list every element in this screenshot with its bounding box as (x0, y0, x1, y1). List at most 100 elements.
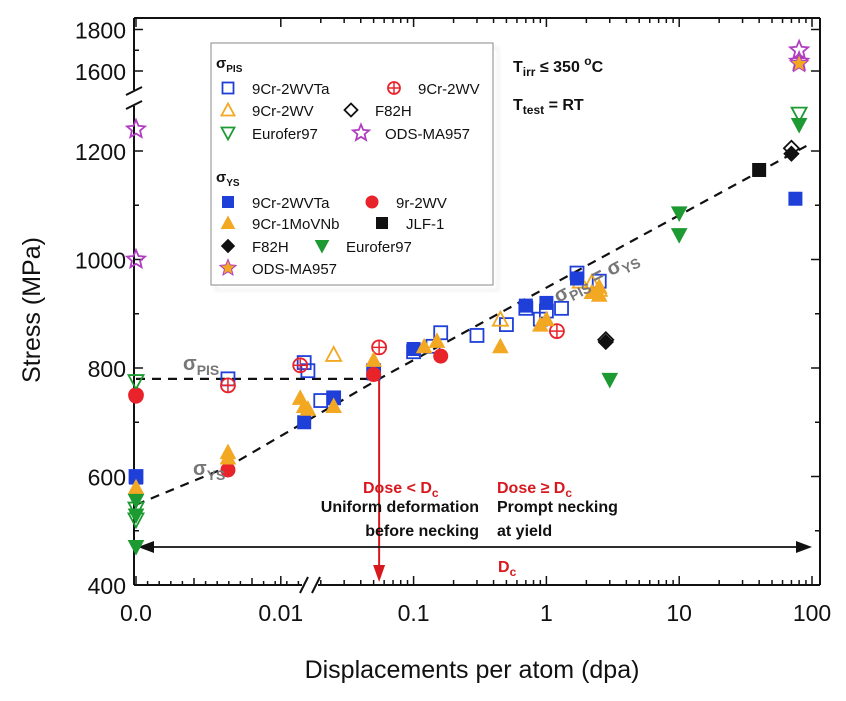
prompt-necking-line1: Prompt necking (497, 499, 618, 516)
data-point (491, 309, 510, 327)
data-point (790, 106, 809, 124)
legend-pis-header: σPIS (216, 55, 243, 75)
data-point (219, 448, 237, 465)
data-point (752, 162, 767, 177)
data-point-ring (549, 323, 565, 340)
x-break-mark (311, 576, 321, 594)
condition-irr: Tirr ≤ 350 oC (513, 54, 604, 79)
data-point (324, 345, 343, 362)
dose-below-label: Dose < Dc (363, 480, 439, 500)
legend-ys-marker-0 (222, 196, 234, 208)
data-point (538, 310, 555, 327)
data-point-ring (220, 377, 236, 394)
legend-pis-label-5: ODS-MA957 (385, 126, 470, 143)
x-tick-label: 0.01 (258, 600, 303, 626)
legend-pis-marker-1 (387, 81, 401, 95)
test-conditions: Tirr ≤ 350 oC Ttest = RT (513, 54, 604, 117)
legend-ys-marker-4 (220, 238, 236, 254)
data-point (415, 337, 433, 354)
y-tick-label: 1200 (75, 139, 126, 165)
legend-ys-label-5: Eurofer97 (346, 239, 412, 256)
legend-pis-marker-1-ring (387, 81, 401, 95)
y-tick-label: 600 (88, 465, 126, 491)
prompt-necking-line2: at yield (497, 523, 552, 540)
legend-ys-label-3: JLF-1 (406, 216, 444, 233)
data-point (433, 348, 449, 364)
data-point (549, 323, 565, 340)
x-break-mark (299, 576, 309, 594)
data-point (783, 145, 800, 162)
data-point (127, 508, 145, 525)
ys-trend-line (135, 141, 813, 506)
x-axis-label: Displacements per atom (dpa) (305, 656, 640, 684)
data-point (670, 206, 688, 222)
legend-ys-marker-3 (376, 217, 388, 229)
data-point (492, 337, 509, 354)
legend-pis-marker-4 (219, 126, 237, 142)
pis-line-label: σPIS (183, 353, 219, 378)
y-break-mark (125, 100, 143, 110)
data-point (124, 117, 148, 139)
legend-ys-marker-6 (218, 258, 238, 276)
legend-pis-marker-5 (350, 122, 372, 142)
data-point (554, 300, 569, 316)
legend-entries: 9Cr-2WVTa 9Cr-2WV 9Cr-2WV F82H Eurofer97 ODS-… (218, 81, 480, 278)
condition-test: Ttest = RT (513, 97, 584, 117)
data-point (299, 400, 317, 416)
y-tick-label: 1600 (75, 59, 126, 85)
legend-ys-label-4: F82H (252, 239, 289, 256)
data-point (670, 228, 688, 244)
data-point (469, 328, 485, 343)
legend-ys-label-6: ODS-MA957 (252, 261, 337, 278)
critical-dose-label: Dc (498, 559, 517, 579)
range-arrowhead-right (796, 541, 812, 553)
series-11 (127, 117, 808, 556)
x-tick-label: 100 (793, 600, 831, 626)
legend-pis-marker-3 (343, 102, 359, 118)
legend: σPIS σYS 9Cr-2WVTa 9Cr-2WV 9Cr-2WV F82H Euro… (210, 42, 494, 286)
legend-ys-marker-2 (220, 215, 236, 229)
data-point (292, 357, 309, 374)
dose-above-label: Dose ≥ Dc (497, 480, 572, 500)
data-point (570, 271, 585, 286)
axis-ticks: 400 600 800 1000 1200 1600 1800 0.0 0.01 0.1 1 10 10… (75, 18, 831, 627)
y-tick-label: 1800 (75, 18, 126, 44)
x-tick-label: 0.1 (398, 600, 430, 626)
legend-ys-label-0: 9Cr-2WVTa (252, 195, 330, 212)
x-tick-label: 10 (666, 600, 692, 626)
data-point (325, 397, 342, 413)
data-point (126, 374, 146, 391)
uniform-deformation-line2: before necking (365, 523, 479, 540)
data-point (788, 191, 803, 206)
y-tick-label: 1000 (75, 248, 126, 274)
data-points (124, 38, 811, 556)
data-point (296, 355, 312, 370)
series-3 (597, 139, 801, 349)
series-10 (597, 145, 800, 351)
legend-pis-label-1: 9Cr-2WV (418, 81, 480, 98)
data-point (597, 333, 614, 351)
ys-line-label: σYS (193, 458, 225, 483)
legend-pis-marker-0 (221, 81, 235, 95)
series-7 (128, 348, 449, 478)
data-point (124, 247, 148, 270)
data-point (428, 332, 446, 348)
critical-dose-arrowhead (373, 565, 386, 582)
legend-ys-label-1: 9r-2WV (396, 195, 447, 212)
legend-pis-label-4: Eurofer97 (252, 126, 318, 143)
data-point (601, 372, 619, 389)
series-8 (127, 278, 608, 495)
uniform-deformation-line1: Uniform deformation (321, 499, 479, 516)
legend-ys-marker-5 (314, 240, 330, 254)
data-point-ring (371, 339, 388, 356)
data-point (539, 295, 554, 310)
data-point (313, 393, 329, 408)
data-point (788, 52, 810, 73)
data-point (371, 339, 388, 356)
legend-pis-label-0: 9Cr-2WVTa (252, 81, 330, 98)
y-axis-label: Stress (MPa) (18, 237, 46, 383)
data-point (127, 493, 145, 510)
legend-ys-label-2: 9Cr-1MoVNb (252, 216, 340, 233)
data-point (365, 351, 382, 367)
